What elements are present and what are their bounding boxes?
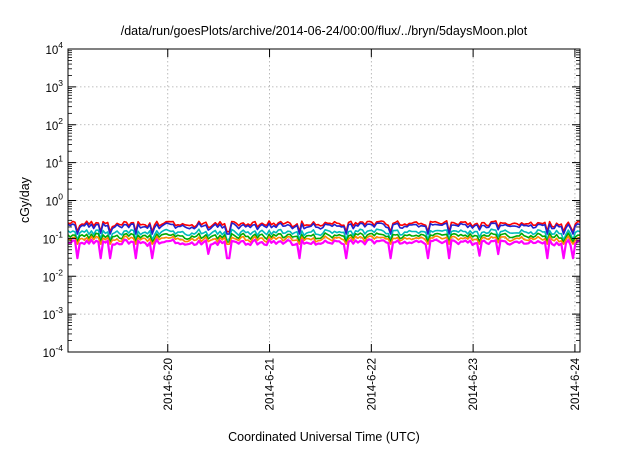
series-line bbox=[67, 220, 581, 233]
series-line bbox=[67, 222, 581, 235]
x-tick-label: 2014-6-22 bbox=[366, 358, 378, 410]
y-tick-label: 103 bbox=[45, 78, 63, 95]
y-tick-label: 102 bbox=[45, 116, 63, 133]
y-tick-label: 10-1 bbox=[43, 229, 64, 246]
x-tick-label: 2014-6-24 bbox=[570, 357, 582, 410]
ticks: 10-4 10-3 10-2 10-1 100 101 102 103 104 2014-6-20… bbox=[43, 40, 582, 410]
x-tick-label: 2014-6-23 bbox=[468, 358, 480, 410]
series-layer bbox=[67, 220, 581, 260]
x-tick-label: 2014-6-20 bbox=[163, 358, 175, 410]
y-axis-label: cGy/day bbox=[18, 176, 32, 223]
x-axis-label: Coordinated Universal Time (UTC) bbox=[228, 430, 420, 444]
y-tick-label: 104 bbox=[45, 40, 63, 57]
y-tick-label: 100 bbox=[45, 192, 63, 209]
y-tick-label: 10-3 bbox=[43, 305, 64, 322]
y-tick-label: 101 bbox=[45, 154, 63, 171]
series-line bbox=[67, 235, 581, 245]
grid bbox=[68, 49, 580, 352]
x-tick-label: 2014-6-21 bbox=[265, 358, 277, 410]
series-line bbox=[67, 232, 581, 243]
chart-title: /data/run/goesPlots/archive/2014-06-24/0… bbox=[121, 24, 528, 38]
y-tick-label: 10-2 bbox=[43, 267, 64, 284]
series-line bbox=[67, 228, 581, 241]
series-line bbox=[67, 238, 581, 260]
y-tick-label: 10-4 bbox=[43, 343, 64, 360]
